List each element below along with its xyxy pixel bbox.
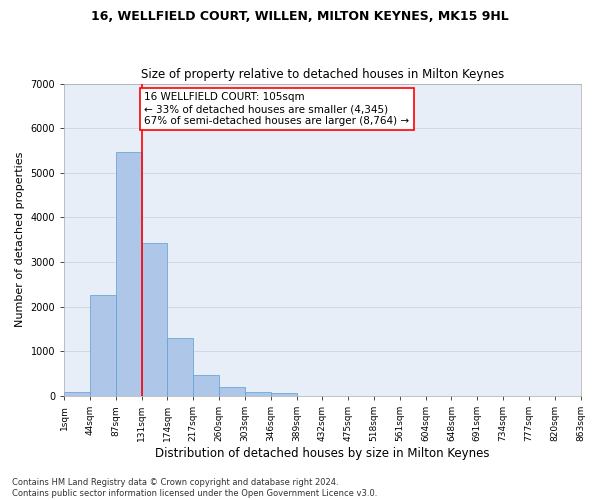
Bar — [167, 338, 193, 396]
Bar — [142, 243, 167, 396]
Bar — [64, 392, 90, 396]
Bar — [245, 392, 271, 396]
Bar — [271, 394, 296, 396]
Bar — [90, 294, 116, 396]
X-axis label: Distribution of detached houses by size in Milton Keynes: Distribution of detached houses by size … — [155, 447, 490, 460]
Bar — [219, 387, 245, 396]
Text: Contains HM Land Registry data © Crown copyright and database right 2024.
Contai: Contains HM Land Registry data © Crown c… — [12, 478, 377, 498]
Bar — [193, 375, 219, 396]
Y-axis label: Number of detached properties: Number of detached properties — [15, 152, 25, 328]
Title: Size of property relative to detached houses in Milton Keynes: Size of property relative to detached ho… — [141, 68, 504, 81]
Text: 16 WELLFIELD COURT: 105sqm
← 33% of detached houses are smaller (4,345)
67% of s: 16 WELLFIELD COURT: 105sqm ← 33% of deta… — [144, 92, 409, 126]
Bar — [116, 152, 142, 396]
Text: 16, WELLFIELD COURT, WILLEN, MILTON KEYNES, MK15 9HL: 16, WELLFIELD COURT, WILLEN, MILTON KEYN… — [91, 10, 509, 23]
